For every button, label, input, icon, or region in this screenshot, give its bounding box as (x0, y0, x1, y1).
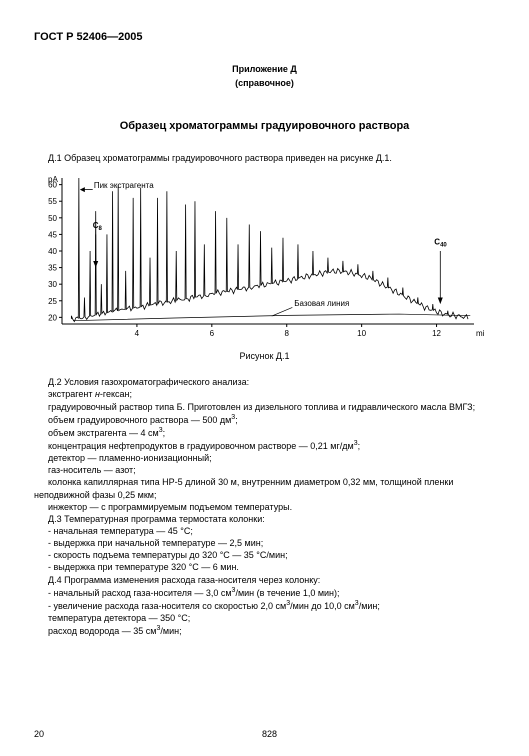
page-left: 20 (34, 728, 44, 740)
svg-text:10: 10 (357, 329, 366, 338)
section-title: Образец хроматограммы градуировочного ра… (34, 119, 495, 134)
svg-text:40: 40 (48, 247, 57, 256)
para-d1: Д.1 Образец хроматограммы градуировочног… (34, 152, 495, 164)
svg-text:mi: mi (476, 329, 484, 338)
svg-text:8: 8 (285, 329, 290, 338)
svg-text:Пик экстрагента: Пик экстрагента (94, 181, 154, 190)
svg-text:Базовая линия: Базовая линия (294, 299, 349, 308)
svg-text:20: 20 (48, 313, 57, 322)
svg-text:C40: C40 (434, 237, 447, 248)
svg-text:12: 12 (432, 329, 441, 338)
page-center: 828 (262, 728, 277, 740)
chromatogram-chart: 202530354045505560pA4681012miПик экстраг… (34, 172, 495, 342)
appendix-sub: (справочное) (34, 77, 495, 89)
svg-text:25: 25 (48, 297, 57, 306)
page-footer: 20 828 (34, 728, 495, 740)
appendix-title: Приложение Д (34, 63, 495, 75)
svg-text:45: 45 (48, 231, 57, 240)
svg-text:55: 55 (48, 197, 57, 206)
doc-id: ГОСТ Р 52406—2005 (34, 30, 495, 45)
svg-text:pA: pA (48, 175, 58, 184)
svg-text:30: 30 (48, 280, 57, 289)
svg-text:C8: C8 (93, 221, 103, 232)
figure-caption: Рисунок Д.1 (34, 350, 495, 362)
svg-text:6: 6 (210, 329, 215, 338)
svg-text:35: 35 (48, 264, 57, 273)
svg-text:50: 50 (48, 214, 57, 223)
body-text: Д.2 Условия газохроматографического анал… (34, 376, 495, 637)
svg-text:4: 4 (135, 329, 140, 338)
